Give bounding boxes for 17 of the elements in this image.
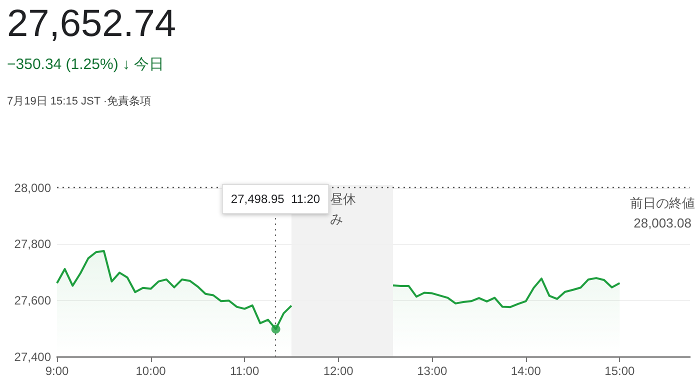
y-tick-label: 27,800 [14, 237, 52, 252]
y-tick-label: 28,000 [14, 180, 52, 195]
x-tick-label: 15:00 [604, 364, 636, 378]
ref-line-label: 27,498.95 11:20 [230, 192, 320, 206]
chart-subtitle: −350.34 (1.25%) ↓ 今日 [7, 56, 164, 73]
y-tick-label: 27,400 [14, 350, 52, 364]
x-tick-label: 11:00 [230, 364, 260, 378]
x-tick-label: 10:00 [136, 364, 166, 378]
x-tick-label: 13:00 [417, 364, 448, 378]
y-tick-label: 27,600 [14, 294, 52, 308]
ref-line-label: 前日の終値 28,003.08 [630, 195, 695, 230]
x-tick-label: 14:00 [510, 364, 542, 378]
x-tick-label: 9:00 [45, 364, 69, 378]
band-label: 昼休み [330, 192, 356, 226]
text: 7月19日 15:15 JST ·免責条項 [7, 94, 152, 108]
chart-title: 27,652.74 [7, 3, 176, 45]
x-tick-label: 12:00 [323, 364, 354, 378]
